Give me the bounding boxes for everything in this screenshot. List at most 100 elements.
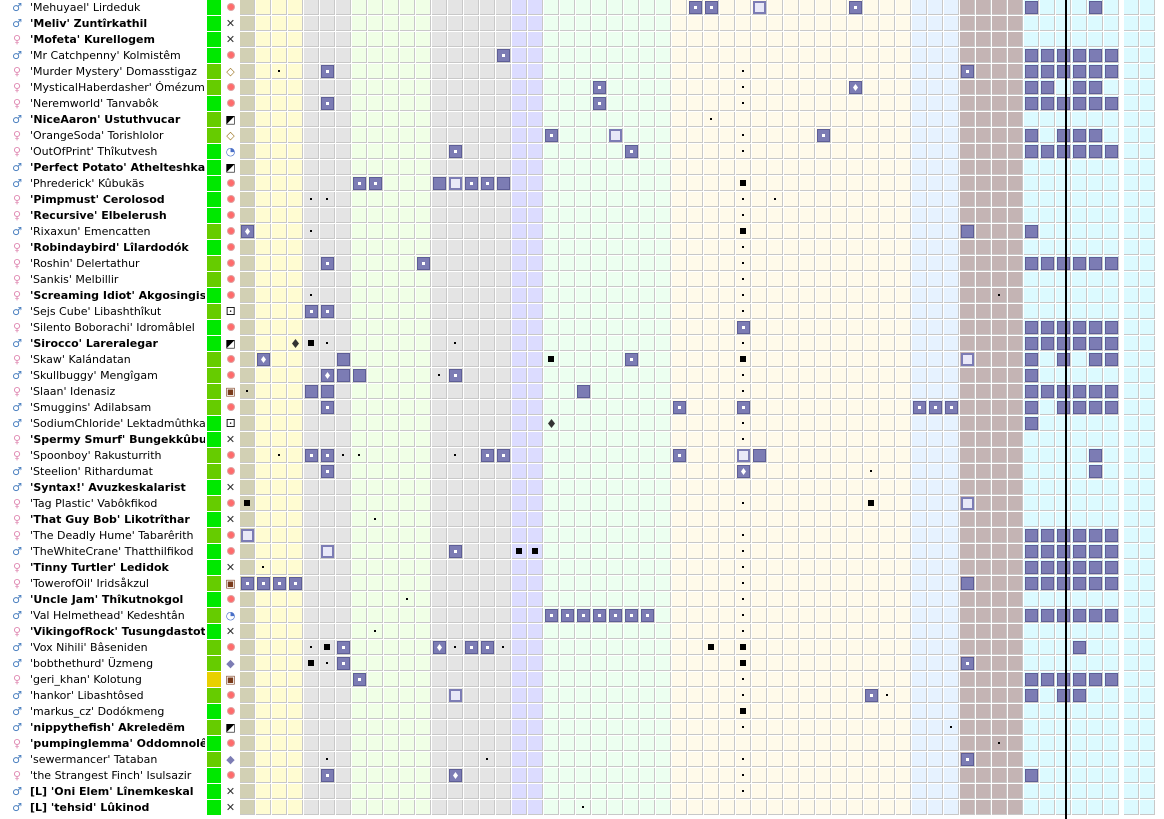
skill-cell[interactable] [1124,96,1139,111]
skill-cell[interactable] [576,144,591,159]
skill-cell[interactable] [464,608,479,623]
skill-cell[interactable] [1104,240,1119,255]
skill-cell[interactable] [432,592,447,607]
skill-cell[interactable] [288,672,303,687]
skill-cell[interactable] [640,656,655,671]
skill-cell[interactable] [288,464,303,479]
skill-cell[interactable] [832,528,847,543]
skill-cell[interactable] [528,128,543,143]
skill-cell[interactable] [1088,704,1103,719]
skill-cell[interactable] [320,576,335,591]
skill-cell[interactable] [336,624,351,639]
skill-cell[interactable] [704,272,719,287]
skill-cell[interactable] [1024,16,1039,31]
skill-cell[interactable] [320,768,335,783]
skill-cell[interactable] [960,592,975,607]
skill-cell[interactable] [288,592,303,607]
skill-cell[interactable] [384,352,399,367]
skill-cell[interactable] [400,32,415,47]
skill-cell[interactable] [304,176,319,191]
skill-cell[interactable] [496,272,511,287]
skill-cell[interactable] [416,416,431,431]
skill-cell[interactable] [656,448,671,463]
skill-cell[interactable] [1072,176,1087,191]
skill-cell[interactable] [272,0,287,15]
skill-cell[interactable] [816,288,831,303]
skill-cell[interactable] [912,416,927,431]
skill-cell[interactable] [336,576,351,591]
skill-cell[interactable] [1072,368,1087,383]
skill-cell[interactable] [960,208,975,223]
skill-cell[interactable] [640,640,655,655]
skill-cell[interactable] [976,128,991,143]
skill-cell[interactable] [1056,272,1071,287]
skill-cell[interactable] [368,400,383,415]
skill-cell[interactable] [256,800,271,815]
skill-cell[interactable] [448,448,463,463]
skill-cell[interactable] [304,480,319,495]
skill-cell[interactable] [720,224,735,239]
skill-cell[interactable] [784,448,799,463]
skill-cell[interactable] [288,800,303,815]
skill-cell[interactable] [352,560,367,575]
skill-cell[interactable] [912,640,927,655]
skill-cell[interactable] [608,0,623,15]
skill-cell[interactable] [496,720,511,735]
skill-cell[interactable] [864,480,879,495]
skill-cell[interactable] [1124,752,1139,767]
unit-name[interactable]: ♂ 'Val Helmethead' Kedeshtân [0,608,205,624]
skill-cell[interactable] [880,128,895,143]
skill-cell[interactable] [496,640,511,655]
skill-cell[interactable] [768,544,783,559]
skill-cell[interactable] [1104,784,1119,799]
skill-cell[interactable] [960,336,975,351]
skill-cell[interactable] [976,400,991,415]
skill-cell[interactable] [304,256,319,271]
skill-cell[interactable] [432,640,447,655]
skill-cell[interactable] [704,224,719,239]
skill-cell[interactable] [464,368,479,383]
skill-cell[interactable] [1140,704,1155,719]
skill-cell[interactable] [864,272,879,287]
skill-cell[interactable] [848,400,863,415]
skill-cell[interactable] [736,16,751,31]
skill-cell[interactable] [768,464,783,479]
skill-cell[interactable] [720,464,735,479]
skill-cell[interactable] [544,256,559,271]
skill-cell[interactable] [320,176,335,191]
skill-cell[interactable] [992,144,1007,159]
unit-row[interactable]: ♀ 'Neremworld' Tanvabôk [0,96,1164,112]
skill-cell[interactable] [976,384,991,399]
skill-cell[interactable] [416,512,431,527]
skill-cell[interactable] [800,288,815,303]
unit-name[interactable]: ♂ [L] 'Oni Elem' Lînemkeskal [0,784,205,800]
skill-cell[interactable] [384,640,399,655]
skill-cell[interactable] [352,400,367,415]
skill-cell[interactable] [1140,416,1155,431]
skill-cell[interactable] [992,736,1007,751]
skill-cell[interactable] [1140,320,1155,335]
skill-cell[interactable] [656,496,671,511]
skill-cell[interactable] [752,192,767,207]
skill-cell[interactable] [944,544,959,559]
skill-cell[interactable] [336,16,351,31]
skill-cell[interactable] [304,112,319,127]
skill-cell[interactable] [256,368,271,383]
skill-cell[interactable] [928,112,943,127]
skill-cell[interactable] [672,272,687,287]
skill-cell[interactable] [960,48,975,63]
skill-cell[interactable] [768,704,783,719]
skill-cell[interactable] [832,304,847,319]
skill-cell[interactable] [544,368,559,383]
skill-cell[interactable] [560,256,575,271]
skill-cell[interactable] [480,512,495,527]
skill-cell[interactable] [640,48,655,63]
skill-cell[interactable] [1140,656,1155,671]
skill-cell[interactable] [400,496,415,511]
skill-cell[interactable] [304,128,319,143]
skill-cell[interactable] [1008,272,1023,287]
skill-cell[interactable] [608,480,623,495]
skill-cell[interactable] [688,720,703,735]
skill-cell[interactable] [416,208,431,223]
skill-cell[interactable] [704,576,719,591]
